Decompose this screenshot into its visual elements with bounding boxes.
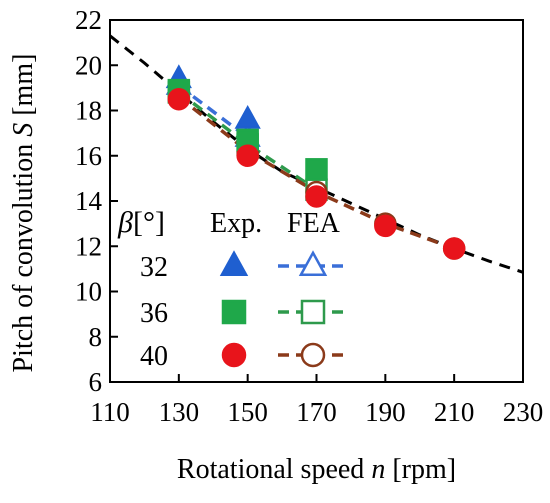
x-tick-label: 170 [296,397,337,427]
legend: β[°] Exp. FEA 32 36 40 [117,206,347,372]
y-axis-ticks: 6 8 10 12 14 16 18 20 22 [75,5,118,397]
legend-beta-40: 40 [140,341,168,372]
legend-exp-marker-36 [221,299,247,325]
exp-marker-40 [167,87,191,111]
legend-beta-36: 36 [140,298,168,329]
legend-fea-header: FEA [287,208,341,239]
legend-beta-32: 32 [140,252,168,283]
y-tick-label: 10 [75,277,102,307]
y-tick-label: 18 [75,96,102,126]
y-tick-label: 14 [75,186,103,216]
exp-marker-40 [305,185,328,208]
y-tick-label: 22 [75,5,102,35]
exp-marker-40 [236,144,259,167]
y-tick-label: 8 [89,322,103,352]
plot-frame [109,19,524,383]
y-tick-label: 20 [75,50,102,80]
y-axis-label: Pitch of convolution S [mm] [8,54,39,373]
fea-line-32 [177,84,249,140]
exp-marker-40 [374,214,397,238]
legend-beta-header: β[°] [117,206,165,239]
y-tick-label: 16 [75,141,102,171]
fea-line-36 [177,91,318,192]
data-markers-group [165,64,466,260]
legend-fea-marker-40 [300,342,326,368]
legend-fea-marker-32 [298,250,328,277]
exp-marker-36 [305,158,328,181]
x-tick-label: 210 [434,397,475,427]
legend-exp-marker-40 [221,342,247,368]
exp-marker-40 [442,237,466,260]
legend-exp-marker-32 [219,250,249,277]
x-tick-label: 130 [159,397,200,427]
x-axis-ticks: 110 130 150 170 190 210 230 [90,374,543,427]
exp-marker-32 [234,104,261,129]
x-tick-label: 150 [227,397,268,427]
x-tick-label: 230 [503,397,544,427]
x-tick-label: 190 [365,397,406,427]
legend-exp-header: Exp. [210,208,262,239]
legend-fea-marker-36 [300,299,326,325]
x-tick-label: 110 [90,397,130,427]
x-axis-label: Rotational speed n [rpm] [177,454,456,485]
y-tick-label: 12 [75,231,102,261]
y-tick-label: 6 [89,367,103,397]
